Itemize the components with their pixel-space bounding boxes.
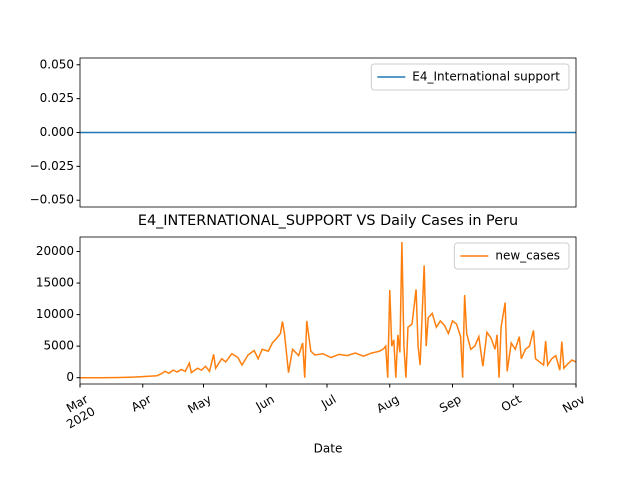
y-tick-label: 5000 xyxy=(43,339,74,353)
y-tick-label: 0.000 xyxy=(40,125,74,139)
legend-label: new_cases xyxy=(495,249,560,263)
y-tick-label: 10000 xyxy=(36,307,74,321)
axes-frame xyxy=(79,236,577,385)
y-tick-label: −0.050 xyxy=(30,193,74,207)
x-axis-label: Date xyxy=(314,442,343,456)
chart-title: E4_INTERNATIONAL_SUPPORT VS Daily Cases … xyxy=(138,213,518,229)
y-tick-label: 0.050 xyxy=(40,57,74,71)
y-tick-label: 0.025 xyxy=(40,91,74,105)
data-line xyxy=(80,242,576,379)
y-tick-label: 15000 xyxy=(36,276,74,290)
y-tick-label: 0 xyxy=(66,370,74,384)
legend-box xyxy=(370,63,570,91)
legend-box xyxy=(453,242,570,270)
legend-label: E4_International support xyxy=(412,70,560,84)
axes-frame xyxy=(79,57,577,208)
y-tick-label: 20000 xyxy=(36,244,74,258)
y-tick-label: −0.025 xyxy=(30,159,74,173)
